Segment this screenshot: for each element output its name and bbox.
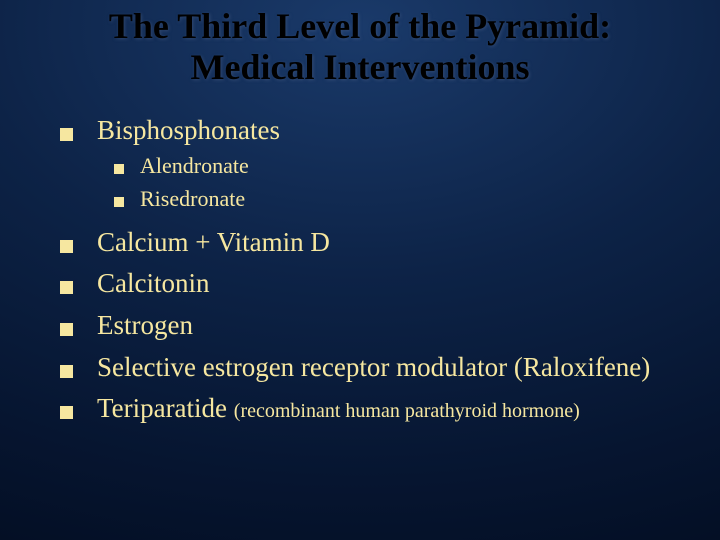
sub-list-item: Alendronate: [114, 152, 700, 180]
list-item: Bisphosphonates Alendronate Risedronate: [60, 113, 700, 213]
sub-list: Alendronate Risedronate: [60, 152, 700, 212]
list-item: Estrogen: [60, 308, 700, 344]
title-line-2: Medical Interventions: [191, 47, 530, 87]
square-bullet-icon: [114, 164, 124, 174]
bullet-list: Bisphosphonates Alendronate Risedronate Cal…: [20, 113, 700, 427]
list-item-text: Teriparatide: [97, 393, 234, 423]
square-bullet-icon: [60, 365, 73, 378]
list-item-text: Calcium + Vitamin D: [97, 227, 330, 257]
list-item-text: Calcitonin: [97, 268, 209, 298]
list-item: Calcitonin: [60, 266, 700, 302]
title-line-1: The Third Level of the Pyramid:: [109, 6, 611, 46]
sub-list-item: Risedronate: [114, 185, 700, 213]
sub-list-item-text: Risedronate: [140, 185, 245, 213]
square-bullet-icon: [114, 197, 124, 207]
square-bullet-icon: [60, 281, 73, 294]
square-bullet-icon: [60, 323, 73, 336]
list-item: Selective estrogen receptor modulator (R…: [60, 350, 700, 386]
square-bullet-icon: [60, 406, 73, 419]
list-item-text: Estrogen: [97, 310, 193, 340]
square-bullet-icon: [60, 240, 73, 253]
sub-list-item-text: Alendronate: [140, 152, 249, 180]
list-item-text: Selective estrogen receptor modulator (R…: [97, 352, 650, 382]
list-item-note: (recombinant human parathyroid hormone): [234, 400, 580, 422]
list-item-text: Bisphosphonates: [97, 115, 280, 145]
list-item: Calcium + Vitamin D: [60, 225, 700, 261]
slide-title: The Third Level of the Pyramid: Medical …: [20, 6, 700, 89]
slide: The Third Level of the Pyramid: Medical …: [0, 0, 720, 453]
list-item: Teriparatide (recombinant human parathyr…: [60, 391, 700, 427]
square-bullet-icon: [60, 128, 73, 141]
